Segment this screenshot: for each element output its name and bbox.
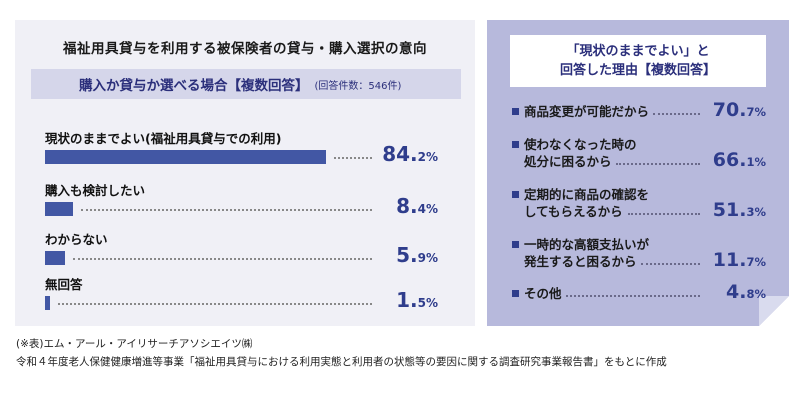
reason-label-line: 一時的な高額支払いが <box>524 237 650 252</box>
data-label-decimal: 7% <box>746 255 766 269</box>
reason-label: 商品変更が可能だから <box>524 103 649 120</box>
data-label-decimal: 8% <box>746 287 766 301</box>
data-label-integer: 1. <box>396 288 418 312</box>
leader-dots <box>640 263 700 265</box>
chart-title: 福祉用具貸与を利用する被保険者の貸与・購入選択の意向 <box>63 41 427 57</box>
bar <box>45 296 50 310</box>
bar <box>45 150 327 164</box>
data-label-integer: 70. <box>712 99 747 121</box>
reason-item: 一時的な高額支払いが 発生すると困るから 11.7% <box>512 236 768 274</box>
reason-label-line: してもらえるから <box>524 204 623 219</box>
data-label-integer: 8. <box>396 194 418 218</box>
reason-label-line: 発生すると困るから <box>524 254 637 269</box>
bullet-square-icon <box>512 290 519 297</box>
reason-item: 定期的に商品の確認を してもらえるから 51.3% <box>512 186 768 224</box>
reason-label: その他 <box>524 285 562 302</box>
bullet-square-icon <box>512 241 519 248</box>
reason-label-line: 定期的に商品の確認を <box>524 187 650 202</box>
data-label: 8.4% <box>396 194 438 218</box>
reason-label-line: その他 <box>524 286 562 301</box>
source-note: (※表)エム・アール・アイリサーチアソシエイツ㈱ <box>16 338 253 350</box>
leader-dots <box>81 209 372 211</box>
reason-label: 一時的な高額支払いが 発生すると困るから <box>524 236 649 270</box>
bar <box>45 202 74 216</box>
data-label-decimal: 7% <box>746 105 766 119</box>
bar <box>45 251 65 265</box>
reason-item: 商品変更が可能だから 70.7% <box>512 99 768 124</box>
leader-dots <box>72 258 372 260</box>
data-label-integer: 11. <box>712 249 747 271</box>
chart-subhead: 購入か貸与か選べる場合【複数回答】 (回答件数：546件) <box>31 69 461 99</box>
data-label: 84.2% <box>382 142 438 166</box>
bullet-square-icon <box>512 108 519 115</box>
reason-label: 定期的に商品の確認を してもらえるから <box>524 186 649 220</box>
reason-label-line: 処分に困るから <box>524 154 612 169</box>
reason-item: 使わなくなった時の 処分に困るから 66.1% <box>512 136 768 174</box>
subhead-label: 購入か貸与か選べる場合【複数回答】 <box>79 78 309 94</box>
data-label-integer: 4. <box>726 281 747 303</box>
data-label: 70.7% <box>713 99 766 121</box>
reasons-header-line1: 「現状のままでよい」と <box>566 44 710 59</box>
data-label-decimal: 2% <box>417 150 438 164</box>
data-label: 51.3% <box>713 199 766 221</box>
left-panel: 福祉用具貸与を利用する被保険者の貸与・購入選択の意向 購入か貸与か選べる場合【複… <box>15 20 475 326</box>
leader-dots <box>615 163 700 165</box>
reason-label-line: 商品変更が可能だから <box>524 104 650 119</box>
leader-dots <box>628 213 700 215</box>
data-label: 66.1% <box>713 149 766 171</box>
reasons-header: 「現状のままでよい」と 回答した理由【複数回答】 <box>510 35 766 87</box>
data-label-integer: 84. <box>382 142 418 166</box>
data-label-decimal: 9% <box>417 251 438 265</box>
response-count: (回答件数：546件) <box>314 80 402 92</box>
data-label-decimal: 5% <box>417 296 438 310</box>
data-label-decimal: 3% <box>746 205 766 219</box>
data-label: 1.5% <box>396 288 438 312</box>
data-label-integer: 5. <box>396 243 418 267</box>
data-label: 5.9% <box>396 243 438 267</box>
reason-item: その他 4.8% <box>512 281 768 306</box>
bullet-square-icon <box>512 191 519 198</box>
leader-dots <box>58 303 372 305</box>
data-label: 4.8% <box>726 281 766 303</box>
data-label-integer: 51. <box>712 199 747 221</box>
reason-label: 使わなくなった時の 処分に困るから <box>524 136 637 170</box>
leader-dots <box>334 157 372 159</box>
bar-label: わからない <box>45 232 108 247</box>
data-label-decimal: 1% <box>746 155 766 169</box>
leader-dots <box>565 295 700 297</box>
source-citation: 令和４年度老人保健健康増進等事業「福祉用具貸与における利用実態と利用者の状態等の… <box>16 356 667 368</box>
reasons-header-line2: 回答した理由【複数回答】 <box>559 63 716 78</box>
bar-label: 無回答 <box>45 277 83 292</box>
bar-label: 購入も検討したい <box>45 183 146 198</box>
bullet-square-icon <box>512 141 519 148</box>
data-label: 11.7% <box>713 249 766 271</box>
data-label-integer: 66. <box>712 149 747 171</box>
data-label-decimal: 4% <box>417 202 438 216</box>
reason-label-line: 使わなくなった時の <box>524 137 637 152</box>
leader-dots <box>653 113 700 115</box>
bar-label: 現状のままでよい(福祉用具貸与での利用) <box>45 131 282 146</box>
